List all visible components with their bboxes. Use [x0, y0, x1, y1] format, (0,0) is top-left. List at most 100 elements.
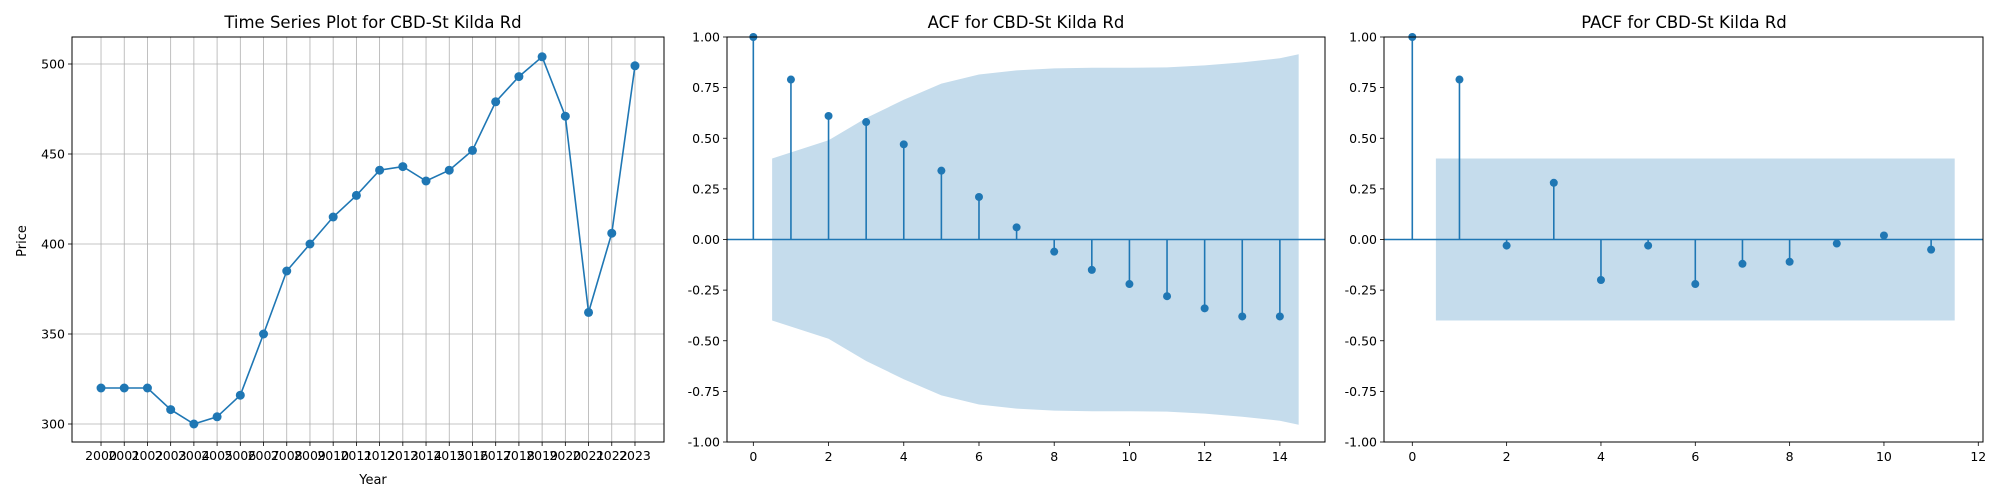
x-tick-label: 2002: [132, 448, 164, 463]
acf-marker: [974, 192, 983, 201]
y-tick-label: 450: [41, 147, 65, 162]
y-tick-label: -0.25: [1345, 283, 1377, 298]
time-series-title: Time Series Plot for CBD-St Kilda Rd: [223, 13, 521, 32]
x-tick-label: 2007: [248, 448, 280, 463]
price-point: [351, 190, 361, 200]
x-tick-label: 2: [825, 449, 833, 464]
price-point: [560, 111, 570, 121]
acf-axes-frame: [726, 36, 1326, 443]
pacf-marker: [1738, 259, 1747, 268]
y-tick-label: -0.25: [688, 283, 720, 298]
y-tick-label: 0.00: [1349, 232, 1377, 247]
x-tick-label: 10: [1876, 449, 1892, 464]
pacf-marker: [1596, 276, 1605, 284]
time-series-ylabel: Price: [15, 225, 30, 257]
price-point: [537, 52, 547, 62]
x-tick-label: 2000: [85, 448, 117, 463]
x-tick-label: 12: [1197, 449, 1213, 464]
pacf-marker: [1644, 241, 1653, 250]
y-tick-label: -0.75: [1345, 384, 1377, 399]
acf-panel: ACF for CBD-St Kilda Rd 0 2 4 6 8 10 12 14 -1.00…: [688, 13, 1326, 464]
price-point: [398, 162, 408, 172]
acf-title: ACF for CBD-St Kilda Rd: [928, 13, 1125, 32]
x-tick-label: 2004: [178, 448, 210, 463]
y-tick-label: -0.75: [688, 384, 720, 399]
x-tick-label: 2014: [410, 448, 442, 463]
y-tick-label: 500: [41, 57, 65, 72]
price-line: [101, 55, 636, 425]
y-tick-label: 0.50: [692, 131, 720, 146]
x-tick-label: 2012: [364, 448, 396, 463]
x-tick-label: 2001: [108, 448, 140, 463]
y-tick-label: -1.00: [688, 435, 720, 450]
y-tick-label: 0.25: [692, 181, 720, 196]
price-point: [584, 307, 594, 317]
pacf-marker: [1832, 239, 1841, 248]
price-point: [630, 61, 640, 71]
y-tick-label: 300: [41, 417, 65, 432]
y-tick-label: 0.75: [692, 80, 720, 95]
x-tick-label: 6: [975, 449, 983, 464]
y-tick-label: 0.25: [1349, 181, 1377, 196]
x-tick-label: 0: [749, 449, 757, 464]
x-tick-label: 2018: [503, 448, 535, 463]
acf-marker: [899, 140, 908, 149]
price-point: [421, 176, 431, 186]
y-tick-label: 0.75: [1349, 80, 1377, 95]
acf-marker: [1275, 312, 1284, 321]
price-point: [212, 412, 222, 422]
price-point: [491, 97, 501, 107]
x-tick-label: 2021: [573, 448, 605, 463]
x-tick-label: 10: [1121, 449, 1137, 464]
x-tick-label: 2023: [619, 448, 651, 463]
x-tick-label: 8: [1786, 449, 1794, 464]
x-tick-label: 2011: [340, 448, 372, 463]
x-tick-label: 0: [1408, 449, 1416, 464]
y-tick-label: -0.50: [688, 333, 720, 348]
x-tick-label: 2022: [596, 448, 628, 463]
pacf-marker: [1502, 241, 1511, 250]
price-point: [305, 239, 315, 249]
x-tick-label: 6: [1691, 449, 1699, 464]
price-point: [375, 165, 385, 175]
x-tick-label: 2017: [480, 448, 512, 463]
y-tick-label: 1.00: [692, 30, 720, 45]
acf-marker: [1200, 304, 1209, 313]
price-point: [607, 228, 617, 238]
price-point: [235, 390, 245, 400]
x-tick-label: 2009: [294, 448, 326, 463]
acf-marker: [937, 166, 946, 175]
x-tick-label: 8: [1050, 449, 1058, 464]
y-tick-label: -1.00: [1345, 435, 1377, 450]
pacf-panel: PACF for CBD-St Kilda Rd 0 2 4 6 8 10 12 -1.00 -…: [1345, 13, 1987, 464]
price-point: [467, 145, 477, 155]
acf-marker: [862, 118, 871, 127]
acf-marker: [1125, 280, 1134, 289]
price-point: [259, 329, 269, 339]
acf-marker: [1238, 312, 1247, 321]
acf-marker: [1087, 265, 1096, 274]
pacf-marker: [1549, 178, 1558, 187]
x-tick-label: 2019: [526, 448, 558, 463]
acf-marker: [1050, 247, 1059, 256]
acf-marker: [1012, 223, 1021, 232]
y-tick-label: 0.00: [692, 232, 720, 247]
x-tick-label: 2016: [457, 448, 489, 463]
x-tick-label: 2006: [224, 448, 256, 463]
pacf-marker: [1691, 280, 1700, 289]
acf-marker: [1163, 292, 1172, 301]
price-point: [328, 212, 338, 222]
y-tick-label: 1.00: [1349, 30, 1377, 45]
price-point: [119, 383, 129, 393]
x-tick-label: 2005: [201, 448, 233, 463]
x-tick-label: 4: [1597, 449, 1605, 464]
pacf-marker: [1455, 75, 1464, 84]
x-tick-label: 4: [900, 449, 908, 464]
pacf-marker: [1879, 231, 1888, 240]
acf-marker: [786, 75, 795, 84]
y-tick-label: 0.50: [1349, 131, 1377, 146]
x-tick-label: 12: [1970, 449, 1986, 464]
acf-marker: [824, 111, 833, 120]
pacf-title: PACF for CBD-St Kilda Rd: [1581, 13, 1787, 32]
